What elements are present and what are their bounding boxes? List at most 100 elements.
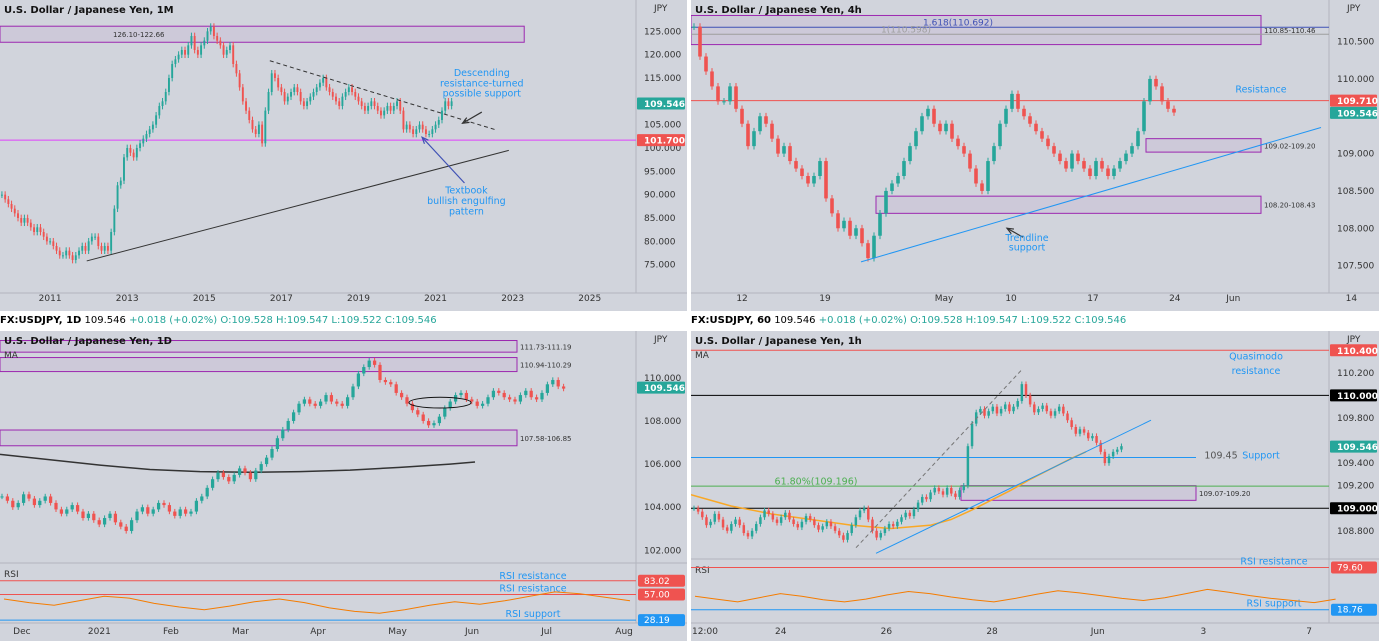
candle [415,129,418,134]
candle [356,373,361,387]
price-axis [636,0,687,311]
rsi-tag-label: 83.02 [644,577,670,587]
chart-panel-daily[interactable]: 102.000 104.000 106.000 108.000 110.000 JPY De… [0,331,687,641]
x-tick-label: 24 [1169,294,1181,304]
candle [277,78,280,88]
candle [734,86,738,109]
candle [721,519,725,528]
candle [1066,413,1069,421]
candle [291,412,296,421]
candle [806,176,810,184]
candle [1111,451,1115,457]
candle [145,134,148,139]
candle [742,525,746,534]
candle [32,498,37,506]
candle [416,410,420,415]
candle [808,516,812,520]
candle [139,143,142,148]
candle [42,232,45,237]
candle [813,519,816,526]
daily-chart[interactable]: 102.000 104.000 106.000 108.000 110.000 JPY De… [0,331,687,641]
candle [817,525,820,530]
candle [370,101,373,106]
candle [937,487,941,492]
candle [386,106,389,111]
zone-box [0,340,518,353]
candle [447,101,450,106]
candle [986,161,990,191]
candle [1120,446,1123,450]
candle [962,146,966,154]
candle [821,526,824,530]
candle [410,403,415,411]
candle [421,414,425,421]
candle [39,227,42,232]
x-tick-label: 2021 [88,627,111,637]
price-tag-label: 109.546 [644,384,685,394]
candle [345,397,350,406]
candle [426,420,431,426]
candle [162,502,166,506]
candle [362,367,366,374]
chart-panel-1h[interactable]: 108.800 109.200 109.400 109.800 110.200 JPY 12… [691,331,1379,641]
one-hour-chart[interactable]: 108.800 109.200 109.400 109.800 110.200 JPY 12… [691,331,1379,641]
candle [43,496,47,501]
candle [216,472,220,480]
candle [248,110,251,120]
rsi-tag [1331,603,1377,616]
candle [441,110,443,120]
zone-label: 107.58-106.85 [520,435,572,443]
candle [81,511,85,519]
candle [13,208,16,214]
candle [1064,161,1068,169]
fib-label: 1.618(110.692) [923,18,993,28]
candle [1040,131,1044,139]
candle [389,382,393,385]
candle [887,524,891,529]
monthly-chart[interactable]: 75.000 80.000 85.000 90.000 95.000 100.000 105… [0,0,687,311]
candle [705,517,708,526]
candle [750,530,754,537]
moving-average-line [0,453,476,474]
y-tick-label: 102.000 [644,546,681,556]
candle [119,522,123,527]
candle [254,470,258,480]
candle [5,496,10,501]
candle [237,468,242,475]
candle [470,399,474,402]
candle [376,106,379,111]
candle [867,508,870,520]
candle [1106,168,1110,176]
candle [987,411,990,416]
candle [241,87,244,102]
candle [1037,408,1040,413]
candle [102,518,107,525]
candle [1012,406,1015,412]
four-hour-chart[interactable]: 107.500 108.000 108.500 109.000 110.000 110.5… [691,0,1379,311]
chart-annotation: Support [1242,451,1280,462]
candle [900,517,903,522]
candle [950,123,954,139]
candle [92,513,96,521]
candle [392,106,395,111]
candle [309,96,312,102]
y-tick-label: 105.000 [644,121,681,131]
candle [448,401,452,409]
candle [534,397,539,400]
pattern-ellipse [408,396,472,409]
candle [1082,429,1086,433]
chart-panel-monthly[interactable]: 75.000 80.000 85.000 90.000 95.000 100.000 105… [0,0,687,311]
candle [367,106,370,111]
candle [1028,116,1032,124]
candle [788,512,791,520]
candle [767,510,770,514]
status-bar-left: FX:USDJPY, 1D 109.546 +0.018 (+0.02%) O:… [0,311,687,331]
candle [1041,405,1044,409]
candle [428,134,431,135]
candle [491,390,496,398]
candle [1034,123,1038,132]
chart-panel-4h[interactable]: 107.500 108.000 108.500 109.000 110.000 110.5… [691,0,1379,311]
rsi-tag [638,614,685,627]
candle [1033,404,1036,413]
candle [692,26,696,28]
